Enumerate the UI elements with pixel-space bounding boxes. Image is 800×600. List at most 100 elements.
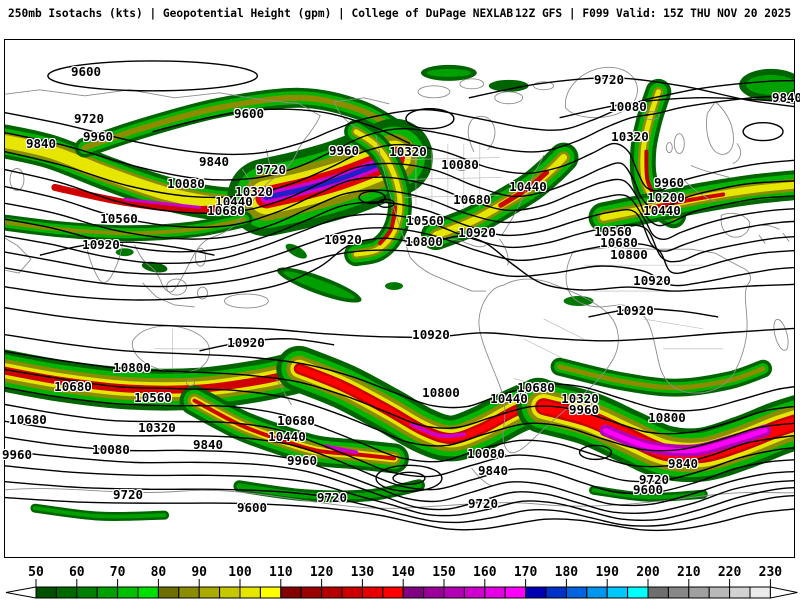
colorbar-cell [300, 586, 323, 599]
height-contour [5, 465, 794, 521]
great-lakes [455, 164, 469, 171]
height-contour [5, 227, 794, 275]
colorbar-tick-label: 170 [514, 565, 538, 580]
height-contour [5, 142, 794, 199]
coast-greenland [565, 66, 638, 119]
colorbar-left-arrow [5, 586, 37, 599]
height-contour [5, 368, 794, 452]
colorbar-tick-label: 220 [718, 565, 742, 580]
isotach-patch [115, 248, 134, 257]
colorbar-cell [239, 586, 261, 599]
colorbar-cell [341, 586, 363, 599]
colorbar-cell [423, 586, 445, 599]
colorbar-tick-label: 120 [310, 565, 334, 580]
height-contour [5, 235, 794, 301]
colorbar-tick-label: 50 [28, 565, 44, 580]
colorbar-tick-label: 110 [269, 565, 293, 580]
colorbar-tick-label: 70 [110, 565, 126, 580]
closed-height-contour [392, 471, 426, 485]
height-contour [39, 241, 215, 256]
coast-eurasia-north [5, 89, 321, 117]
height-contour [5, 436, 794, 507]
colorbar-cell [259, 586, 282, 599]
colorbar-cell [382, 586, 404, 599]
colorbar-tick-label: 140 [391, 565, 415, 580]
colorbar-tick-label: 100 [228, 565, 252, 580]
jet-band-layer [591, 488, 706, 500]
isotach-patch [746, 74, 794, 95]
arctic-island-4 [533, 81, 555, 91]
colorbar-tick-label: 90 [191, 565, 207, 580]
colorbar-cell [361, 586, 384, 599]
island-ireland [665, 142, 673, 154]
coast-africa [565, 246, 751, 394]
height-contour [5, 249, 794, 288]
height-contour [5, 162, 794, 214]
height-contour [5, 450, 794, 514]
colorbar-cell [749, 586, 771, 599]
coast-florida [499, 238, 509, 266]
island-sulawesi [197, 286, 208, 300]
height-contour [5, 350, 794, 435]
africa-borders [583, 264, 724, 350]
coast-arabia [5, 237, 32, 274]
height-contour [5, 307, 794, 342]
height-contours-layer [5, 60, 794, 532]
colorbar-tick-label: 230 [759, 565, 783, 580]
height-contour [152, 108, 411, 145]
isotach-patch [283, 271, 355, 299]
political-borders-layer [154, 143, 724, 389]
coast-indonesia [142, 282, 195, 308]
colorbar-cell [96, 586, 119, 599]
australia-borders [154, 328, 210, 369]
isotach-colorbar: 50 60 70 80 90 100 110 120 130 140 150 160 170 180 190… [5, 565, 798, 599]
colorbar-cell [402, 586, 425, 599]
height-contour [5, 403, 794, 483]
jet-band-layer [32, 506, 167, 519]
height-contour [5, 333, 794, 412]
colorbar-cell [321, 586, 343, 599]
height-contour [5, 496, 794, 532]
jet-band-layer [324, 444, 359, 455]
jet-band-layer [498, 169, 550, 208]
height-contour [5, 386, 794, 468]
height-contour [559, 96, 794, 119]
colorbar-right-arrow [769, 586, 798, 599]
height-contour [5, 213, 794, 265]
height-contour [588, 307, 719, 318]
colorbar-cell [55, 586, 78, 599]
height-contour [5, 420, 794, 495]
island-philippines [195, 247, 206, 267]
colorbar-cell [484, 586, 506, 599]
colorbar-cell [708, 586, 731, 599]
island-tasmania [186, 379, 195, 387]
isotach-patch [563, 296, 594, 306]
colorbar-cell [525, 586, 547, 599]
island-new-guinea [223, 293, 269, 309]
colorbar-tick-label: 190 [595, 565, 619, 580]
colorbar-cell [219, 586, 241, 599]
colorbar-cell [117, 586, 139, 599]
closed-height-contour [358, 190, 386, 205]
coast-india [86, 242, 124, 284]
colorbar-cell [137, 586, 159, 599]
height-contour [5, 481, 794, 527]
isotach-patch [385, 282, 403, 291]
closed-height-contour [47, 60, 259, 92]
closed-height-contour [742, 121, 784, 142]
colorbar-cell [729, 586, 751, 599]
caspian-sea [9, 168, 25, 191]
map-canvas [5, 60, 794, 532]
coast-europe [682, 165, 730, 202]
jet-stream-bands-layer [5, 78, 794, 522]
coast-central-america [409, 256, 487, 292]
colorbar-cell [545, 586, 567, 599]
colorbar-tick-label: 60 [69, 565, 85, 580]
isotach-patch [426, 68, 471, 77]
colorbar-cell [157, 586, 180, 599]
colorbar-cell [443, 586, 465, 599]
closed-height-contour [405, 108, 455, 130]
coast-japan [241, 169, 253, 200]
coast-iberia [720, 212, 750, 238]
